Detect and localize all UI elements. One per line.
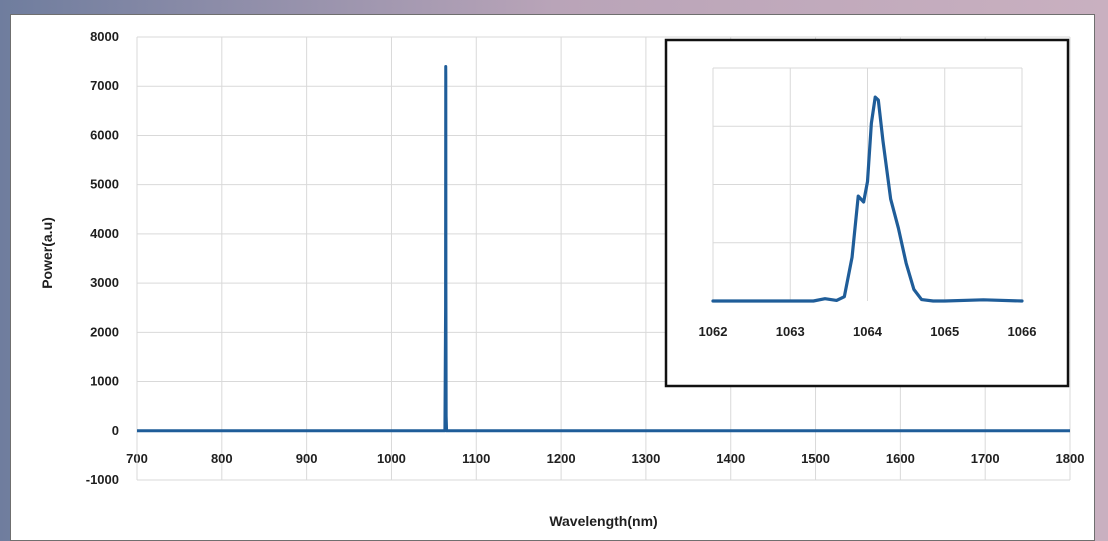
main-x-tick-label: 1400: [716, 451, 745, 466]
main-y-tick-label: 1000: [90, 374, 119, 389]
main-y-tick-label: 0: [112, 423, 119, 438]
main-x-tick-label: 1600: [886, 451, 915, 466]
main-y-tick-label: 6000: [90, 127, 119, 142]
inset-x-tick-label: 1064: [853, 324, 883, 339]
inset-x-tick-label: 1066: [1008, 324, 1037, 339]
inset-spectrum-line: [711, 95, 1024, 303]
main-y-tick-label: 7000: [90, 78, 119, 93]
main-y-axis-title: Power(a.u): [39, 217, 55, 289]
main-x-tick-label: 1000: [377, 451, 406, 466]
inset-x-tick-label: 1063: [776, 324, 805, 339]
main-x-axis-title: Wavelength(nm): [549, 513, 657, 529]
main-y-tick-label: 5000: [90, 177, 119, 192]
main-x-tick-label: 900: [296, 451, 318, 466]
inset-x-tick-label: 1065: [930, 324, 959, 339]
main-x-tick-label: 1100: [462, 451, 490, 466]
main-y-tick-label: 2000: [90, 324, 119, 339]
main-x-tick-label: 800: [211, 451, 233, 466]
main-y-tick-label: 8000: [90, 29, 119, 44]
inset-x-tick-label: 1062: [699, 324, 728, 339]
main-y-tick-label: 4000: [90, 226, 119, 241]
main-x-tick-label: 1300: [631, 451, 660, 466]
main-x-tick-label: 1200: [547, 451, 576, 466]
main-x-tick-label: 1800: [1056, 451, 1085, 466]
inset-plot: 1062 1063 1064 1065 1066: [664, 38, 1070, 388]
main-spectrum-line: [137, 65, 1070, 433]
main-y-tick-label: 3000: [90, 275, 119, 290]
main-y-tick-label: -1000: [86, 472, 119, 487]
main-x-tick-label: 1700: [971, 451, 1000, 466]
main-x-tick-label: 1500: [801, 451, 830, 466]
